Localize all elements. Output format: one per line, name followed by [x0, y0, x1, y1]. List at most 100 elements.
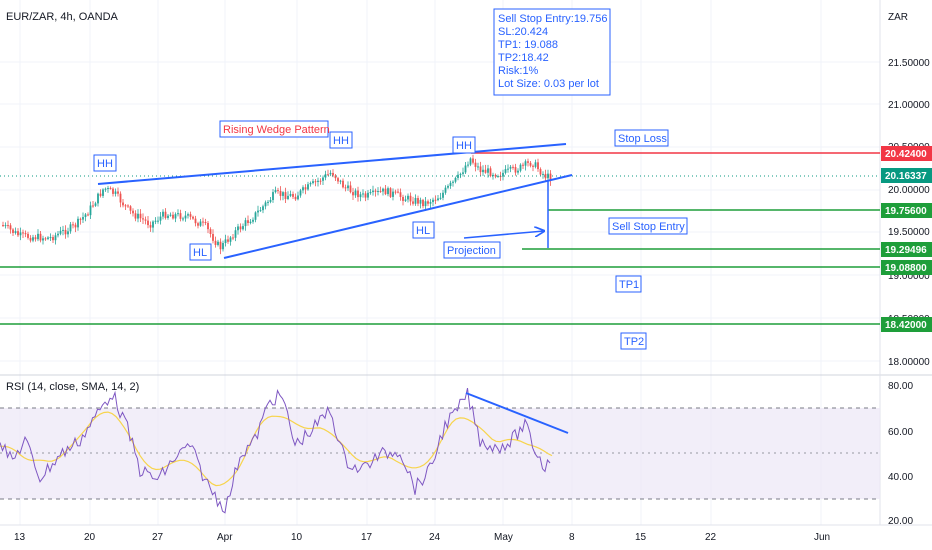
label-hh-2[interactable]: HH [329, 131, 353, 149]
candle-body [462, 172, 464, 174]
label-hh-3[interactable]: HH [452, 136, 476, 154]
candle-body [67, 231, 69, 235]
candle-body [387, 188, 389, 195]
candle-body [487, 168, 489, 173]
price-tag-text: 18.42000 [885, 320, 927, 331]
candle-body [327, 174, 329, 176]
candle-body [517, 170, 519, 173]
candle-body [474, 162, 477, 167]
candle-body [134, 213, 137, 219]
candle-body [304, 187, 307, 190]
candle-body [72, 224, 74, 226]
candle-body [347, 185, 349, 189]
rsi-title[interactable]: RSI (14, close, SMA, 14, 2) [6, 381, 139, 393]
wedge-lower-trendline[interactable] [223, 174, 573, 259]
label-projection[interactable]: Projection [443, 241, 501, 259]
candlestick-series[interactable] [2, 154, 552, 255]
candle-body [97, 193, 99, 204]
candle-body [302, 187, 304, 191]
label-hl-2[interactable]: HL [412, 221, 435, 239]
candle-body [249, 221, 252, 223]
label-hh-1[interactable]: HH [93, 154, 117, 172]
candle-body [404, 199, 407, 201]
trade-info-line: SL:20.424 [498, 26, 548, 38]
time-axis-label: Jun [814, 532, 830, 543]
candle-body [129, 206, 132, 211]
candle-body [47, 237, 49, 239]
projection-arrow[interactable] [463, 231, 544, 239]
candle-body [227, 239, 229, 242]
candle-body [299, 190, 302, 196]
candle-body [182, 218, 184, 220]
label-tp2[interactable]: TP2 [620, 332, 647, 350]
label-rising-wedge[interactable]: Rising Wedge Pattern [219, 120, 330, 138]
label-text: HL [416, 225, 430, 237]
symbol-title[interactable]: EUR/ZAR, 4h, OANDA [6, 11, 119, 23]
candle-body [89, 205, 92, 216]
candle-body [54, 235, 57, 241]
candle-body [534, 162, 537, 167]
candle-body [287, 195, 289, 200]
wedge-upper-trendline[interactable] [97, 143, 567, 185]
trade-info-box[interactable]: Sell Stop Entry:19.756 SL:20.424 TP1: 19… [493, 8, 611, 96]
candle-body [359, 194, 362, 198]
candle-body [39, 233, 42, 241]
candle-body [259, 210, 262, 212]
label-text: Rising Wedge Pattern [223, 124, 330, 136]
candle-body [94, 203, 97, 206]
candle-body [367, 192, 369, 198]
candle-body [362, 193, 364, 195]
candle-body [377, 191, 379, 193]
candle-body [329, 172, 332, 175]
rsi-divergence-line[interactable] [465, 392, 569, 434]
price-tag-tp1: 19.08800 [881, 260, 932, 275]
candle-body [457, 174, 459, 178]
candle-body [214, 240, 217, 245]
candle-body [219, 241, 222, 250]
candle-body [334, 175, 337, 179]
label-text: Stop Loss [618, 133, 667, 145]
candle-body [164, 211, 167, 218]
candle-body [384, 188, 387, 195]
time-axis-label: 27 [152, 532, 164, 543]
label-hl-1[interactable]: HL [189, 243, 212, 261]
candle-body [274, 190, 277, 193]
price-tag-current: 20.16337 [881, 168, 932, 183]
candle-body [252, 219, 254, 222]
candle-body [209, 229, 212, 235]
candle-body [469, 158, 472, 165]
candle-body [504, 169, 507, 173]
candle-body [539, 169, 542, 175]
price-axis-label: 18.00000 [888, 357, 930, 368]
candle-body [307, 184, 309, 190]
candle-body [169, 214, 172, 216]
candle-body [264, 202, 267, 207]
candle-body [447, 185, 449, 188]
candle-body [322, 177, 324, 181]
candle-body [79, 218, 82, 220]
label-stop-loss[interactable]: Stop Loss [614, 129, 669, 147]
candle-body [509, 166, 512, 169]
candle-body [197, 223, 199, 226]
candle-body [409, 195, 412, 202]
candle-body [354, 190, 357, 196]
candle-body [352, 192, 354, 196]
candle-body [137, 213, 139, 219]
candle-body [52, 237, 54, 241]
label-tp1[interactable]: TP1 [615, 275, 642, 293]
candle-body [177, 213, 179, 215]
time-axis[interactable]: 13 20 27 Apr 10 17 24 May 8 15 22 Jun [14, 532, 830, 543]
candle-body [172, 214, 174, 219]
candle-body [294, 196, 297, 200]
candle-body [379, 191, 382, 193]
candle-body [292, 194, 294, 197]
candle-body [44, 238, 47, 240]
candle-body [272, 192, 274, 201]
candle-body [87, 214, 89, 216]
candle-body [492, 174, 494, 176]
rsi-axis[interactable]: 80.00 60.00 40.00 20.00 [888, 381, 913, 527]
candle-body [127, 205, 129, 207]
price-tag-text: 20.16337 [885, 171, 927, 182]
label-sell-stop-entry[interactable]: Sell Stop Entry [608, 217, 688, 235]
